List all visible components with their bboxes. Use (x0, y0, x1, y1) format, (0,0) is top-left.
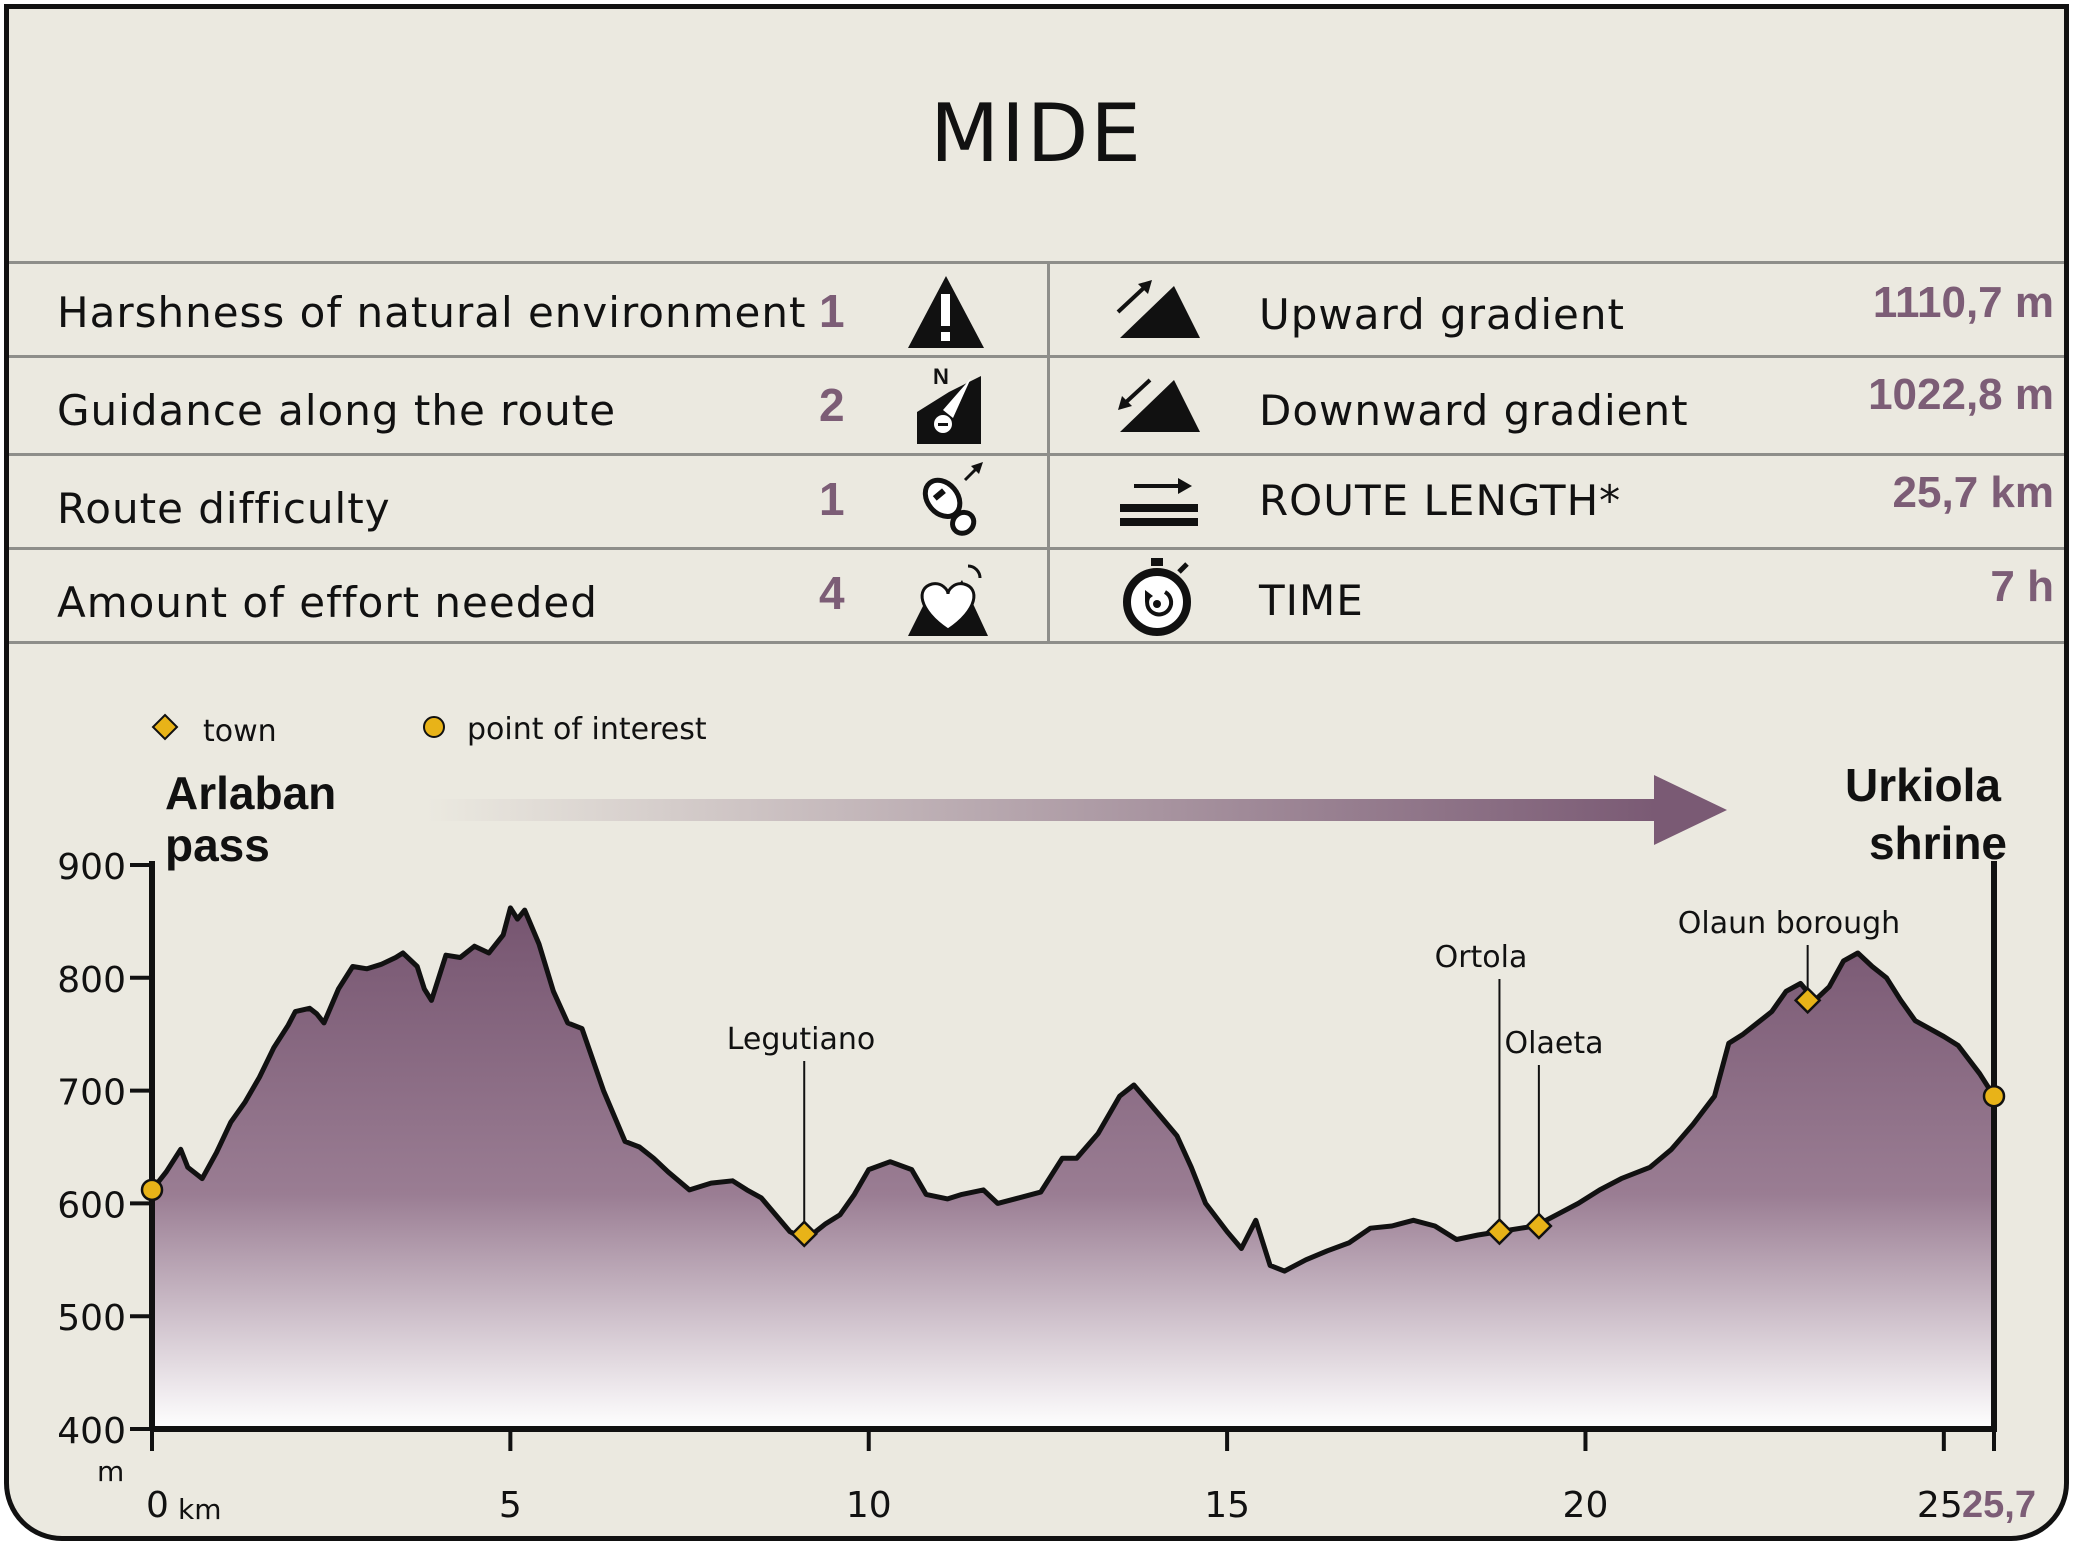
mide-score: 2 (819, 379, 845, 431)
y-tick-label: 900 (57, 847, 126, 888)
x-tick-label: 25 (1917, 1485, 1963, 1526)
stopwatch-icon (1123, 558, 1191, 636)
elevation-chart: town point of interest Arlaban pass Urki… (57, 712, 2036, 1526)
legend-town-marker (151, 713, 179, 741)
divider (9, 453, 2064, 456)
x-axis-unit: km (178, 1493, 222, 1526)
mide-label: Harshness of natural environment (57, 288, 807, 337)
warning-mountain-icon (908, 276, 984, 348)
mide-score: 1 (819, 285, 845, 337)
divider (9, 261, 2064, 264)
mide-row-guidance: Guidance along the route 2 N Downward gr… (9, 358, 2064, 452)
stat-value: 25,7 km (1892, 468, 2054, 517)
end-label-line1: Urkiola (1845, 759, 2001, 811)
y-axis-unit: m (97, 1455, 124, 1488)
legend-town-label: town (203, 714, 277, 749)
stat-value: 7 h (1990, 562, 2054, 611)
x-tick-label: 15 (1204, 1485, 1250, 1526)
route-length-icon (1120, 478, 1198, 526)
stat-value: 1110,7 m (1872, 278, 2054, 327)
stat-label: Downward gradient (1259, 386, 1689, 435)
stat-label: Upward gradient (1259, 290, 1625, 339)
mide-row-difficulty: Route difficulty 1 ROUTE LENGTH* 25,7 km (9, 456, 2064, 550)
divider (9, 355, 2064, 358)
town-marker (1485, 1217, 1514, 1246)
stat-label: ROUTE LENGTH* (1259, 476, 1622, 525)
legend-poi-marker (423, 716, 445, 738)
start-label-line2: pass (165, 819, 270, 871)
downward-gradient-icon (1118, 378, 1200, 432)
x-tick-label: 5 (499, 1485, 522, 1526)
upward-gradient-icon (1116, 280, 1200, 338)
y-tick-label: 500 (57, 1298, 126, 1339)
mide-card: MIDE Harshness of natural environment 1 … (4, 4, 2069, 1541)
mide-label: Guidance along the route (57, 386, 617, 435)
end-label-line2: shrine (1869, 817, 2007, 869)
stat-label: TIME (1259, 576, 1364, 625)
x-tick-label: 20 (1563, 1485, 1609, 1526)
footprint-icon (922, 462, 983, 536)
mide-row-effort: Amount of effort needed 4 TIME 7 h (9, 550, 2064, 644)
profile-line (150, 905, 1997, 1274)
y-tick-label: 800 (57, 960, 126, 1001)
mide-label: Amount of effort needed (57, 578, 598, 627)
point-label: Ortola (1435, 940, 1528, 975)
mide-score: 4 (819, 567, 845, 619)
mide-score: 1 (819, 473, 845, 525)
y-tick-label: 700 (57, 1073, 126, 1114)
poi-marker (1982, 1084, 2006, 1108)
chart-legend: town point of interest (151, 712, 707, 749)
legend-poi-label: point of interest (467, 712, 707, 747)
point-label: Olaun borough (1678, 906, 1900, 941)
column-divider (1047, 261, 1050, 641)
x-end-label: 25,7 (1962, 1484, 2036, 1526)
point-label: Legutiano (727, 1022, 876, 1057)
y-tick-label: 400 (57, 1411, 126, 1452)
town-marker (790, 1220, 818, 1248)
point-label: Olaeta (1505, 1026, 1604, 1061)
poi-marker (140, 1178, 164, 1202)
heart-mountain-icon (908, 564, 988, 636)
direction-arrow (427, 775, 1727, 845)
mide-label: Route difficulty (57, 484, 391, 533)
svg-text:N: N (933, 364, 949, 389)
start-label-line1: Arlaban (165, 767, 336, 819)
town-marker (1793, 986, 1822, 1015)
divider (9, 641, 2064, 644)
divider (9, 547, 2064, 550)
y-tick-label: 600 (57, 1185, 126, 1226)
profile-area (152, 907, 1994, 1429)
compass-signpost-icon: N (917, 364, 981, 444)
x-tick-label: 10 (846, 1485, 892, 1526)
stat-value: 1022,8 m (1868, 370, 2054, 419)
town-marker (1525, 1212, 1553, 1240)
x-tick-label: 0 (146, 1485, 169, 1526)
mide-row-harshness: Harshness of natural environment 1 Upwar… (9, 264, 2064, 358)
page-title: MIDE (930, 87, 1143, 180)
